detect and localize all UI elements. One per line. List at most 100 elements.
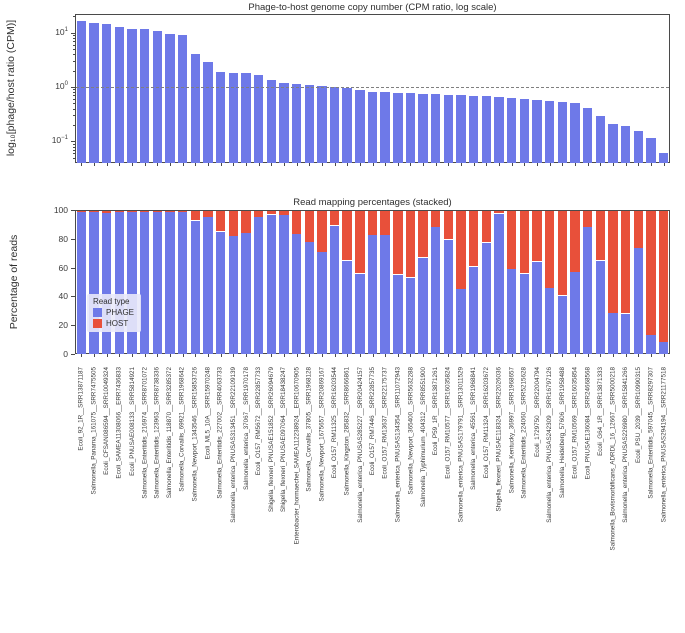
host-bar [620, 211, 631, 314]
x-tick [93, 163, 95, 166]
x-axis-label: Salmonella_Enteritidis_216974__SRR870107… [141, 367, 149, 499]
phage-bar [595, 260, 606, 354]
host-bar [456, 211, 466, 289]
x-tick [207, 163, 209, 166]
ratio-bar [76, 21, 87, 163]
phage-bar [532, 261, 542, 354]
legend-label-phage: PHAGE [106, 308, 135, 317]
top-y-axis-label: log₁₀[phage/host ratio (CPM)] [5, 19, 17, 157]
host-bar [431, 211, 441, 227]
host-bar [89, 211, 99, 212]
host-bar [139, 211, 150, 212]
ratio-bar [291, 84, 302, 163]
phage-bar [89, 212, 99, 354]
host-bar [519, 211, 530, 274]
host-bar [494, 211, 504, 214]
x-tick [638, 354, 640, 357]
x-tick [169, 354, 171, 357]
x-axis-label: Salmonella_Typhimurium_404312__SRR855190… [419, 367, 427, 508]
phage-bar [658, 342, 669, 354]
x-tick [625, 163, 627, 166]
x-tick [347, 354, 349, 357]
x-tick [575, 163, 577, 166]
x-axis-label: Ecoli_O157_RM13637__SRR22175737 [381, 367, 389, 479]
x-tick [182, 354, 184, 357]
host-color-swatch [93, 319, 102, 328]
x-tick [131, 163, 133, 166]
host-bar [266, 211, 276, 215]
x-tick [549, 163, 551, 166]
phage-bar [253, 217, 264, 354]
legend-label-host: HOST [106, 319, 129, 328]
x-tick [397, 354, 399, 357]
x-tick [587, 163, 589, 166]
ratio-bar [507, 98, 517, 163]
phage-bar [620, 313, 631, 354]
x-axis-label: Salmonella_Enteritidis_123963__SRR873833… [153, 367, 161, 499]
ratio-bar [114, 27, 124, 163]
x-tick [245, 163, 247, 166]
host-bar [152, 211, 162, 212]
x-tick [220, 354, 222, 357]
x-axis-label: Ecoli_O157_RM10569__SRR16035854 [571, 367, 579, 479]
x-tick [309, 354, 311, 357]
phage-bar [507, 269, 517, 354]
x-tick [359, 163, 361, 166]
host-bar [317, 211, 327, 252]
x-tick [334, 354, 336, 357]
x-tick [524, 163, 526, 166]
ratio-bar [481, 96, 492, 163]
x-tick [600, 163, 602, 166]
ratio-bar [177, 35, 188, 163]
ratio-bar [620, 125, 631, 163]
x-axis-label: Ecoli_O157_RM11325__SRR16203544 [331, 367, 339, 479]
bottom-plot-area [75, 210, 670, 354]
x-axis-label: Ecoli_PNUSAE136084__SRR24668568 [584, 367, 592, 480]
x-tick [258, 163, 260, 166]
x-tick [423, 354, 425, 357]
ratio-bar [127, 28, 137, 163]
x-tick [144, 163, 146, 166]
x-axis-label: Shigella_flexneri_PNUSAE151852__SRR26094… [267, 367, 275, 512]
x-axis-label: Salmonella_Newport_1675657__SRR20869167 [318, 367, 326, 502]
host-bar [418, 211, 428, 258]
x-axis-label: Ecoli_ML5_10A__SRR15970248 [204, 367, 212, 460]
top-chart-title: Phage-to-host genome copy number (CPM ra… [248, 2, 497, 13]
ratio-bar [608, 123, 618, 163]
x-tick [499, 354, 501, 357]
x-axis-label: Ecoli_O157_RM7446__SRR22857735 [369, 367, 376, 476]
x-tick [511, 163, 513, 166]
x-tick [271, 163, 273, 166]
x-tick [651, 163, 652, 166]
ratio-bar [545, 101, 555, 163]
x-axis-label: Salmonella_Enteritidis_597045__SRR829730… [647, 367, 655, 499]
x-tick [195, 163, 197, 166]
host-bar [101, 211, 112, 213]
x-axis-label: Salmonella_Enteritidis_227002__SRR406373… [217, 367, 225, 499]
ratio-bar [532, 100, 542, 163]
x-tick [359, 354, 361, 357]
ratio-bar [595, 116, 606, 163]
x-tick [385, 163, 387, 166]
x-tick [258, 354, 260, 357]
phage-bar [139, 212, 150, 354]
legend-entry-host: HOST [93, 319, 134, 328]
ratio-bar [329, 86, 340, 163]
x-tick [625, 354, 627, 357]
x-tick [410, 354, 412, 357]
x-tick [663, 163, 665, 166]
x-axis-label: Ecoli_PNUSAE008133__SRR5814921 [128, 367, 136, 476]
host-bar [114, 211, 124, 212]
host-bar [253, 211, 264, 217]
phage-bar [367, 235, 378, 354]
x-tick [195, 354, 197, 357]
ratio-bar [317, 85, 327, 163]
x-tick [334, 163, 336, 166]
phage-bar [279, 215, 289, 354]
phage-bar [570, 272, 580, 354]
ratio-bar [355, 90, 365, 163]
x-tick [169, 163, 171, 166]
x-axis-label: Salmonella_Newport_365400__SRR5632288 [406, 367, 414, 495]
ratio-bar [469, 96, 479, 163]
